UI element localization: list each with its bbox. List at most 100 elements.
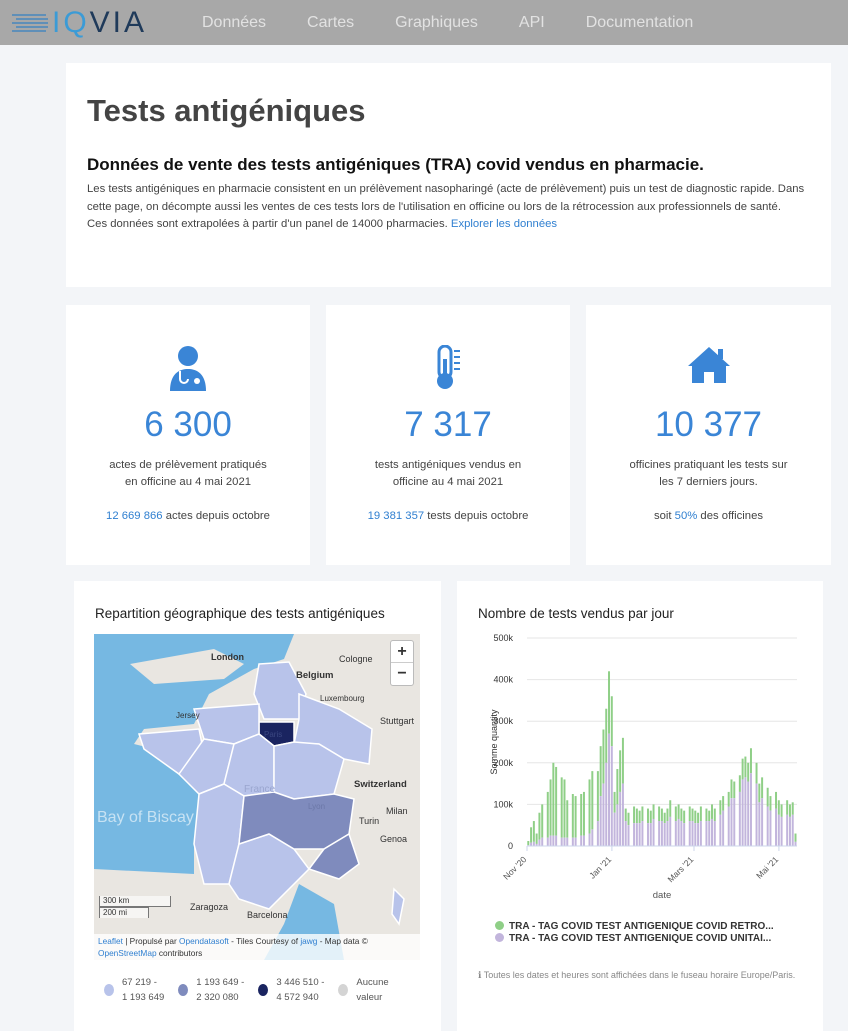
- doctor-icon: [170, 346, 206, 391]
- bar-retro: [621, 737, 624, 784]
- bar-retro: [613, 791, 616, 813]
- stat-card-prelevements: 6 300 actes de prélèvement pratiqués en o…: [66, 305, 310, 565]
- map-label: London: [211, 652, 244, 662]
- intro-paragraph: Les tests antigéniques en pharmacie cons…: [87, 183, 805, 213]
- map-legend-item[interactable]: 3 446 510 - 4 572 940: [258, 975, 324, 1005]
- bar-retro: [616, 769, 619, 805]
- legend-range-from: Aucune: [356, 977, 389, 988]
- attr-text: - Tiles Courtesy of: [228, 936, 301, 946]
- choropleth-map[interactable]: London Cologne Belgium Luxembourg Jersey…: [94, 634, 420, 960]
- bar-unitaire: [658, 821, 661, 846]
- bar-retro: [538, 812, 541, 840]
- opendatasoft-link[interactable]: Opendatasoft: [179, 936, 229, 946]
- map-legend-item[interactable]: Aucune valeur: [338, 975, 389, 1005]
- zoom-out-button[interactable]: −: [397, 665, 407, 682]
- legend-range-to: 2 320 080: [196, 992, 239, 1003]
- region-corse: [391, 887, 405, 926]
- y-tick-label: 200k: [493, 758, 513, 768]
- nav-api[interactable]: API: [518, 13, 545, 31]
- bar-unitaire: [705, 821, 708, 846]
- chart-card: Nombre de tests vendus par jour 0 100k 200…: [457, 581, 823, 1031]
- legend-range-to: 4 572 940: [276, 992, 319, 1003]
- bar-retro: [758, 783, 761, 803]
- bar-retro: [738, 775, 741, 792]
- bar-retro: [660, 808, 663, 822]
- bar-unitaire: [530, 842, 533, 846]
- bar-unitaire: [580, 835, 583, 846]
- bar-retro: [680, 808, 683, 822]
- bar-unitaire: [555, 835, 558, 846]
- legend-item-unitaire[interactable]: TRA - TAG COVID TEST ANTIGENIQUE COVID U…: [495, 933, 774, 945]
- bar-unitaire: [605, 762, 608, 846]
- bar-unitaire: [711, 818, 713, 846]
- legend-swatch: [104, 984, 114, 996]
- zoom-in-button[interactable]: +: [391, 641, 413, 663]
- legend-dot: [495, 933, 504, 942]
- leaflet-link[interactable]: Leaflet: [98, 936, 123, 946]
- bar-unitaire: [741, 779, 744, 846]
- bar-retro: [638, 810, 641, 824]
- stat-desc: officines pratiquant les tests sur: [629, 459, 788, 471]
- bar-retro: [588, 779, 591, 834]
- stat-desc: les 7 derniers jours.: [659, 476, 758, 488]
- map-legend-item[interactable]: 1 193 649 - 2 320 080: [178, 975, 244, 1005]
- region-paca: [307, 832, 360, 880]
- bar-unitaire: [699, 821, 702, 846]
- logo-stripes-icon: [12, 13, 48, 32]
- y-tick-label: 300k: [493, 716, 513, 726]
- osm-link[interactable]: OpenStreetMap: [98, 948, 157, 958]
- map-label: Bay of Biscay: [97, 809, 194, 826]
- nav-cartes[interactable]: Cartes: [307, 13, 355, 31]
- bar-retro: [580, 794, 583, 836]
- bar-retro: [747, 762, 750, 782]
- explore-data-link[interactable]: Explorer les données: [450, 218, 558, 230]
- jawg-link[interactable]: jawg: [300, 936, 318, 946]
- bar-unitaire: [669, 816, 672, 846]
- bar-retro: [730, 779, 733, 799]
- nav-graphiques[interactable]: Graphiques: [395, 13, 478, 31]
- nav-donnees[interactable]: Données: [202, 13, 267, 31]
- stat-sub-text: actes depuis octobre: [162, 510, 270, 522]
- stat-card-officines: 10 377 officines pratiquant les tests su…: [586, 305, 831, 565]
- stat-sub-prefix: soit: [653, 510, 675, 522]
- bar-retro: [641, 806, 644, 822]
- legend-item-retro[interactable]: TRA - TAG COVID TEST ANTIGENIQUE COVID R…: [495, 921, 774, 933]
- bar-retro: [649, 810, 652, 824]
- map-legend: 67 219 - 1 193 649 1 193 649 - 2 320 080 3 4…: [104, 975, 403, 1005]
- bar-unitaire: [694, 823, 697, 846]
- iqvia-logo[interactable]: IQVIA: [12, 6, 202, 40]
- page-subtitle: Données de vente des tests antigéniques …: [87, 155, 704, 174]
- stat-desc: actes de prélèvement pratiqués: [109, 459, 267, 471]
- bar-retro: [591, 771, 594, 830]
- bar-retro: [635, 808, 638, 824]
- bar-unitaire: [791, 814, 794, 846]
- bar-unitaire: [777, 814, 780, 846]
- bar-retro: [733, 781, 736, 799]
- map-label: Turin: [359, 816, 380, 826]
- legend-range: 67 219 - 1 193 649: [122, 975, 164, 1005]
- page-title: Tests antigéniques: [87, 93, 366, 128]
- bar-retro: [666, 808, 669, 822]
- stat-sub-value[interactable]: 12 669 866: [106, 510, 163, 522]
- bar-retro: [711, 804, 713, 819]
- bar-retro: [599, 746, 602, 797]
- bar-retro: [669, 800, 672, 817]
- y-tick-label: 500k: [493, 633, 513, 643]
- stat-sub-value[interactable]: 19 381 357: [367, 510, 425, 522]
- bar-unitaire: [652, 818, 655, 846]
- stat-sub-value[interactable]: 50%: [674, 510, 698, 522]
- bar-retro: [560, 777, 563, 838]
- home-icon: [687, 347, 730, 383]
- map-legend-item[interactable]: 67 219 - 1 193 649: [104, 975, 164, 1005]
- bar-retro: [708, 810, 711, 822]
- bar-unitaire: [677, 818, 680, 846]
- attr-text: contributors: [156, 948, 203, 958]
- map-label-paris: Paris: [264, 730, 283, 739]
- nav-documentation[interactable]: Documentation: [585, 13, 694, 31]
- bar-retro: [527, 841, 530, 846]
- bar-retro: [677, 804, 680, 819]
- map-attribution: Leaflet | Propulsé par Opendatasoft - Ti…: [94, 934, 420, 960]
- y-axis-title: Somme quantity: [489, 709, 499, 775]
- bar-retro: [744, 756, 747, 778]
- legend-label: TRA - TAG COVID TEST ANTIGENIQUE COVID U…: [509, 933, 772, 944]
